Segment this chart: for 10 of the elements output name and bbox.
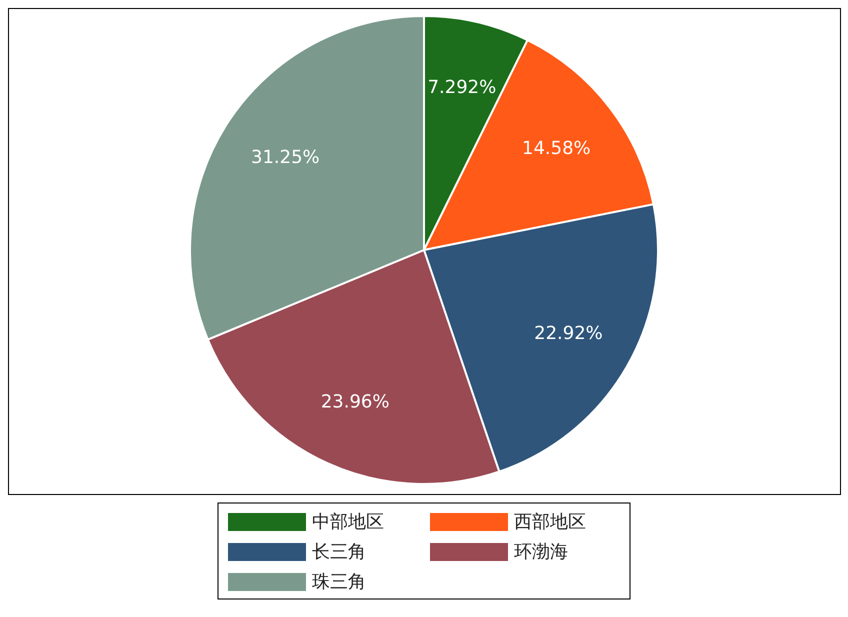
legend-label: 珠三角 (312, 572, 366, 592)
legend-label: 环渤海 (514, 542, 568, 562)
legend-label: 西部地区 (514, 512, 586, 532)
data-label: 31.25% (250, 146, 320, 168)
data-label: 22.92% (534, 322, 603, 344)
legend-label: 长三角 (312, 542, 366, 562)
data-label: 14.58% (522, 138, 591, 159)
data-label: 23.96% (320, 391, 390, 412)
data-label: 7.292% (428, 77, 496, 98)
legend-label: 中部地区 (312, 512, 384, 532)
